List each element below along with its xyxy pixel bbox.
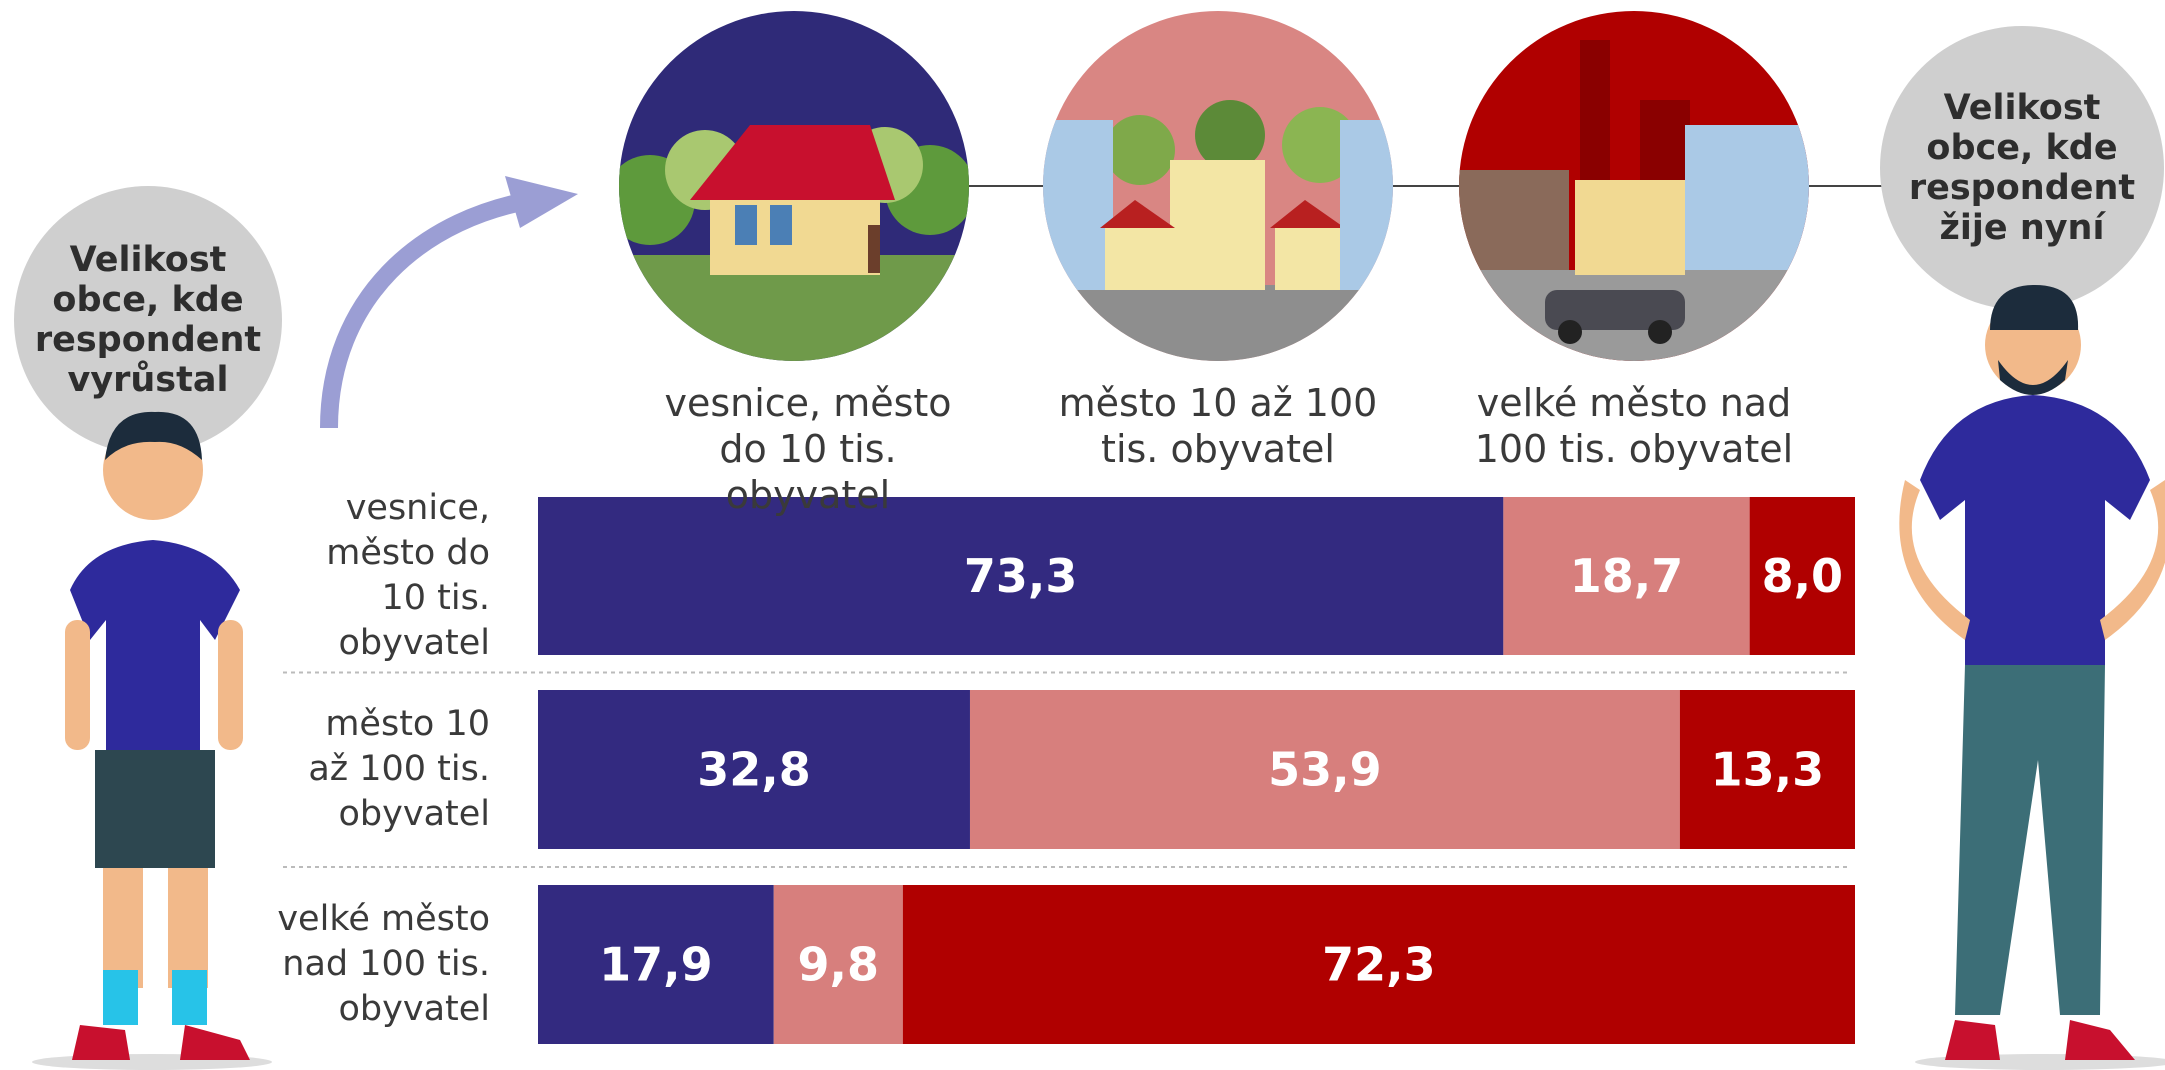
city-illustration	[1459, 11, 1810, 365]
category-label: velké město nad 100 tis. obyvatel	[260, 885, 490, 1044]
legend-label: velké město nad 100 tis. obyvatel	[1464, 380, 1804, 472]
value-label: 17,9	[599, 938, 713, 992]
arrow-head	[505, 176, 578, 228]
annotation: Velikost obce, kde respondent vyrůstal	[34, 206, 262, 434]
arrow	[329, 198, 545, 428]
infographic: 73,3 18,7 8,0 32,8 53,9 13,3 17,9 9,8 72,3 Velik…	[0, 0, 2165, 1070]
value-label: 53,9	[1268, 743, 1382, 797]
value-label: 72,3	[1322, 938, 1436, 992]
category-label: město 10 až 100 tis. obyvatel	[280, 690, 490, 849]
value-label: 8,0	[1762, 549, 1844, 603]
value-label: 13,3	[1711, 743, 1825, 797]
town-illustration	[1043, 11, 1400, 365]
value-label: 73,3	[964, 549, 1078, 603]
person-right	[1899, 285, 2165, 1070]
value-label: 9,8	[798, 938, 880, 992]
value-label: 32,8	[697, 743, 811, 797]
category-label: vesnice, město do 10 tis. obyvatel	[300, 497, 490, 655]
village-illustration	[605, 11, 975, 365]
legend-label: vesnice, město do 10 tis. obyvatel	[638, 380, 978, 518]
value-label: 18,7	[1570, 549, 1684, 603]
person-left	[32, 412, 272, 1070]
annotation: Velikost obce, kde respondent žije nyní	[1895, 41, 2149, 295]
legend-label: město 10 až 100 tis. obyvatel	[1048, 380, 1388, 472]
